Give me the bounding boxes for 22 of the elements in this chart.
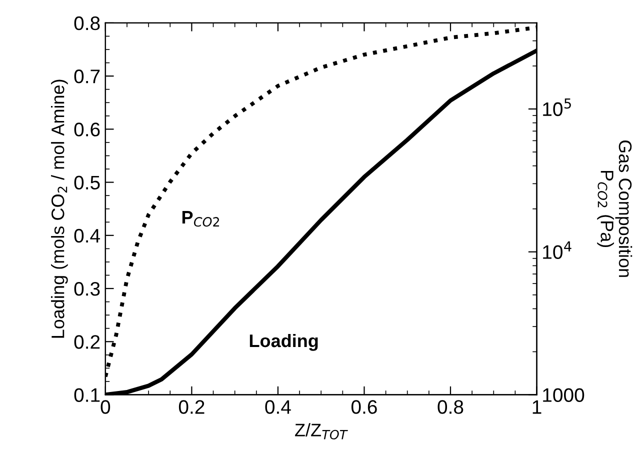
x-tick-label: 0.4: [265, 400, 291, 414]
y2-tick-label: 10$^{5}$: [543, 98, 571, 116]
series-label: P$_{CO2}$: [182, 211, 220, 227]
x-tick-label: 0: [100, 400, 110, 414]
y2-tick-label: 10$^{4}$: [543, 241, 572, 259]
y-tick-label: 0.3: [74, 282, 100, 296]
y-tick-label: 0.5: [74, 176, 100, 190]
x-tick-label: 0.2: [178, 400, 204, 414]
y-tick-label: 0.2: [74, 335, 100, 349]
y-tick-label: 0.4: [74, 228, 100, 243]
y-axis-title: Loading (mols CO$_{2}$ / mol Amine): [51, 80, 68, 338]
x-tick-label: 0.6: [351, 400, 377, 414]
y2-tick-label: 1000: [543, 388, 584, 402]
series-label: Loading: [250, 334, 318, 351]
y-tick-label: 0.1: [74, 388, 100, 402]
x-tick-label: 1: [532, 400, 542, 414]
y-tick-label: 0.8: [74, 16, 100, 30]
y-tick-label: 0.7: [74, 70, 100, 84]
y-tick-label: 0.6: [74, 122, 100, 136]
y2-axis-title: Gas Composition P$_{CO2}$ (Pa): [597, 140, 632, 277]
x-axis-title: Z/Z$_{TOT}$: [295, 423, 348, 440]
x-tick-label: 0.8: [438, 400, 464, 414]
